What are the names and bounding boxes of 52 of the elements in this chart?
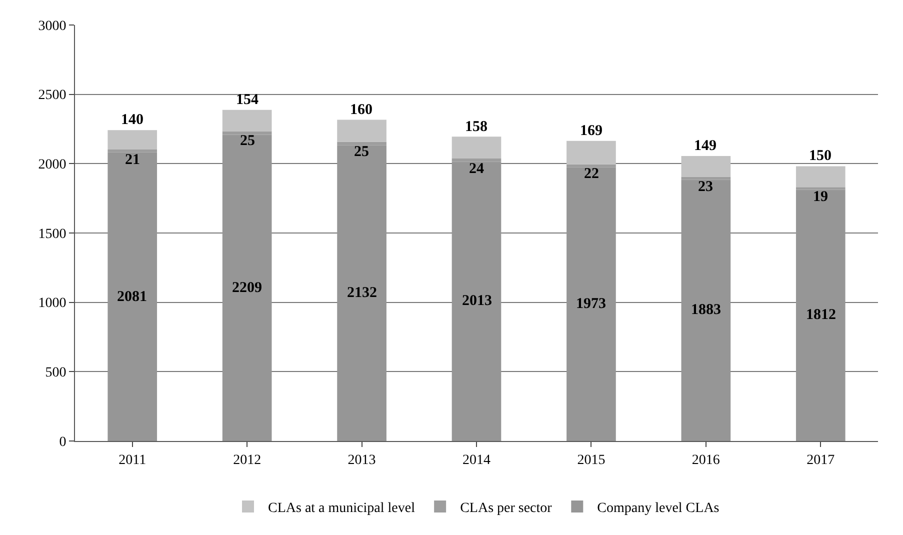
y-tick-label: 2500 [38,88,66,104]
x-tick-label: 2014 [462,452,490,468]
data-label: 154 [236,92,259,108]
data-label: 21 [125,152,140,168]
bar [452,162,502,441]
data-label: 19 [813,189,828,205]
data-label: 149 [694,138,716,154]
data-label: 24 [469,161,484,177]
x-tick-label: 2012 [233,452,262,468]
y-tick-label: 1500 [38,226,66,242]
data-label: 150 [809,148,832,164]
x-tick-label: 2011 [118,452,146,468]
data-label: 2013 [462,293,492,309]
x-tick-label: 2015 [577,452,606,468]
data-label: 160 [350,102,372,118]
bar [337,120,386,142]
bar [337,145,386,441]
bar [681,180,731,441]
data-label: 169 [580,123,602,139]
x-tick-label: 2013 [348,452,376,468]
x-tick-label: 2016 [692,452,720,468]
bar [222,134,272,441]
data-label: 25 [354,144,369,160]
bar [108,152,158,441]
bar [681,156,731,177]
y-tick-label: 0 [59,434,66,450]
data-label: 22 [584,166,599,182]
legend-label: CLAs at a municipal level [268,500,416,516]
data-label: 140 [121,112,144,128]
bar [452,136,502,159]
bar [796,166,846,188]
data-label: 158 [465,119,488,135]
data-label: 23 [698,179,713,195]
bar [108,130,158,150]
data-label: 2081 [117,289,147,305]
y-tick-label: 500 [45,366,66,381]
data-label: 1883 [691,302,721,318]
y-tick-label: 2000 [38,158,66,173]
data-label: 25 [240,133,255,149]
data-label: 2132 [347,285,377,301]
bar [796,190,846,441]
bar [566,167,616,441]
bar [566,140,616,164]
data-label: 2209 [232,280,262,296]
legend-label: CLAs per sector [460,500,552,516]
data-label: 1812 [806,307,836,323]
data-label: 1973 [576,296,606,312]
legend-label: Company level CLAs [597,500,720,516]
y-tick-label: 3000 [38,18,66,34]
bar [222,110,272,132]
x-tick-label: 2017 [806,452,835,468]
y-tick-label: 1000 [38,296,66,312]
